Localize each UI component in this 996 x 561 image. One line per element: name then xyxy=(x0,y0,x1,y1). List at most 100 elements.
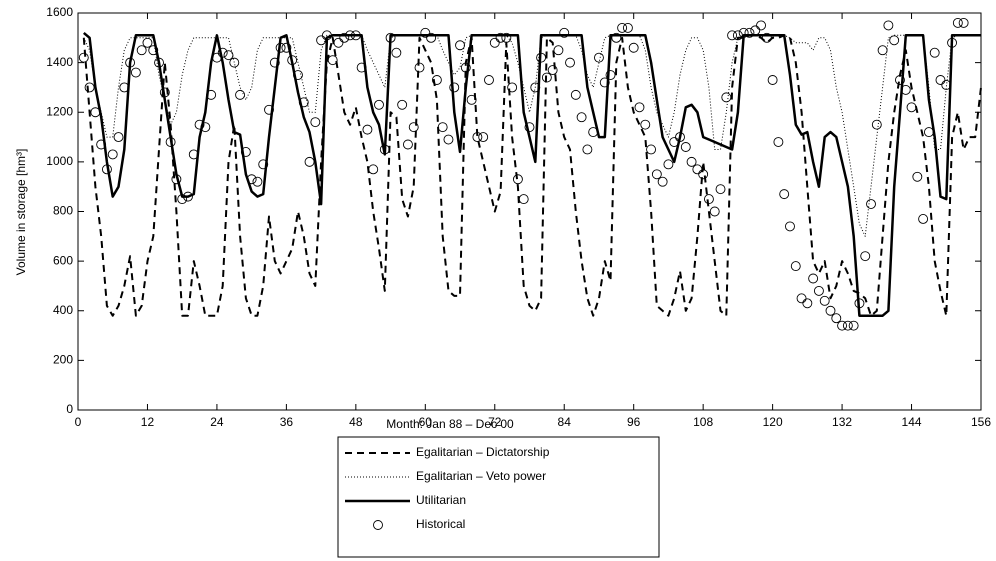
data-point xyxy=(646,144,657,155)
data-point xyxy=(692,164,703,175)
data-point xyxy=(802,298,813,309)
x-tick-label: 156 xyxy=(971,415,991,429)
data-point xyxy=(495,32,506,43)
data-point xyxy=(142,37,153,48)
data-point xyxy=(761,32,772,43)
data-point xyxy=(854,298,865,309)
y-tick-label: 200 xyxy=(53,353,73,367)
x-axis-label: Month: Jan 88 – Dec 00 xyxy=(386,417,514,431)
data-point xyxy=(622,22,633,33)
data-point xyxy=(136,45,147,56)
data-point xyxy=(883,20,894,31)
legend-label: Historical xyxy=(416,517,465,531)
data-point xyxy=(808,273,819,284)
data-point xyxy=(611,32,622,43)
data-point xyxy=(119,82,130,93)
data-point xyxy=(831,313,842,324)
data-point xyxy=(536,52,547,63)
data-point xyxy=(732,30,743,41)
data-point xyxy=(703,194,714,205)
data-point xyxy=(923,127,934,138)
data-point xyxy=(246,174,257,185)
data-point xyxy=(715,184,726,195)
data-point xyxy=(414,62,425,73)
data-point xyxy=(455,40,465,51)
data-point xyxy=(113,132,124,143)
data-point xyxy=(350,30,361,41)
data-point xyxy=(437,122,448,133)
y-tick-label: 600 xyxy=(53,253,73,267)
x-tick-label: 144 xyxy=(902,415,922,429)
data-point xyxy=(582,144,593,155)
data-point xyxy=(217,47,228,58)
data-point xyxy=(472,132,483,143)
data-point xyxy=(125,57,136,68)
data-point xyxy=(507,82,518,93)
data-point xyxy=(605,70,616,80)
data-point xyxy=(912,171,923,182)
data-point xyxy=(657,176,668,187)
data-point xyxy=(825,305,836,316)
series-line xyxy=(83,34,981,237)
data-point xyxy=(275,42,286,53)
data-point xyxy=(501,32,512,43)
data-point xyxy=(929,47,940,58)
legend-box xyxy=(337,436,660,558)
data-point xyxy=(709,206,720,217)
data-point xyxy=(698,169,709,180)
data-point xyxy=(900,84,911,95)
data-point xyxy=(518,194,529,205)
data-point xyxy=(837,320,848,331)
data-point xyxy=(686,156,697,167)
data-point xyxy=(866,199,876,210)
data-point xyxy=(553,45,564,56)
data-point xyxy=(264,104,274,115)
data-point xyxy=(165,137,176,147)
data-point xyxy=(813,285,824,296)
data-point xyxy=(478,132,489,143)
data-point xyxy=(790,261,801,272)
data-point xyxy=(391,47,402,58)
data-point xyxy=(171,174,182,185)
data-point xyxy=(333,37,344,48)
data-point xyxy=(374,99,384,110)
y-axis-label: Volume in storage [hm³] xyxy=(14,149,28,276)
data-point xyxy=(738,27,749,38)
data-point xyxy=(107,149,118,160)
data-point xyxy=(796,293,807,304)
data-point xyxy=(628,42,639,53)
y-tick-label: 400 xyxy=(53,303,73,317)
y-tick-label: 0 xyxy=(66,402,73,416)
data-point xyxy=(194,119,205,130)
x-tick-label: 60 xyxy=(419,415,433,429)
data-point xyxy=(101,164,112,175)
data-point xyxy=(588,127,599,138)
data-point xyxy=(84,82,95,93)
data-point xyxy=(281,42,292,53)
data-point xyxy=(321,30,332,41)
legend-label: Utilitarian xyxy=(416,493,466,507)
x-tick-label: 120 xyxy=(763,415,783,429)
data-point xyxy=(316,35,327,46)
data-point xyxy=(229,57,240,68)
data-point xyxy=(269,57,280,68)
data-point xyxy=(130,67,141,78)
data-point xyxy=(310,117,321,128)
data-point xyxy=(594,52,604,63)
data-point xyxy=(756,20,766,31)
data-point xyxy=(293,70,303,80)
data-point xyxy=(206,89,217,100)
data-point xyxy=(675,132,685,143)
data-point xyxy=(941,80,952,90)
data-point xyxy=(339,32,350,43)
x-tick-label: 48 xyxy=(349,415,363,429)
data-point xyxy=(727,30,738,41)
data-point xyxy=(420,27,431,38)
plot-frame xyxy=(77,12,982,411)
data-point xyxy=(449,82,460,93)
data-point xyxy=(958,17,969,28)
x-tick-label: 132 xyxy=(832,415,852,429)
data-point xyxy=(96,139,107,150)
data-point xyxy=(258,159,269,170)
